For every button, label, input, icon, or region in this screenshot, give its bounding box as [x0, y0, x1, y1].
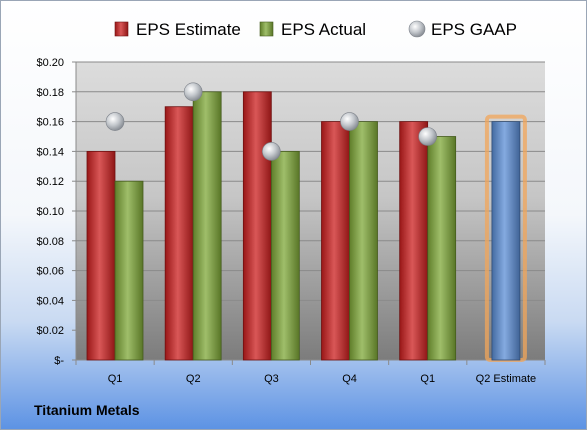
bar-eps-estimate	[242, 91, 272, 361]
y-tick-label: $0.06	[36, 266, 64, 278]
legend-swatch-gaap	[408, 20, 426, 38]
bar-q2-estimate	[491, 121, 521, 361]
y-tick-label: $0.14	[36, 146, 64, 158]
y-tick-label: $0.02	[36, 325, 64, 337]
x-tick-label: Q4	[342, 373, 357, 385]
bar-eps-estimate	[321, 121, 350, 361]
bar-eps-estimate	[164, 106, 194, 361]
company-name: Titanium Metals	[34, 402, 140, 418]
x-tick-label: Q3	[264, 373, 279, 385]
y-tick-label: $0.10	[36, 206, 64, 218]
legend-label: EPS Actual	[281, 20, 366, 39]
bars	[86, 91, 527, 362]
bar-eps-actual	[114, 180, 144, 361]
legend: EPS Estimate EPS Actual EPS GAAP	[114, 20, 517, 39]
legend-swatch	[114, 21, 129, 37]
bar-eps-estimate	[86, 150, 116, 361]
x-tick-label: Q1	[108, 373, 123, 385]
y-tick-label: $0.16	[36, 117, 64, 129]
bar-eps-actual	[427, 136, 457, 361]
y-tick-label: $0.04	[36, 295, 64, 307]
y-tick-label: $-	[54, 355, 64, 367]
bar-eps-estimate	[399, 121, 429, 361]
x-axis: Q1 Q2 Q3 Q4 Q1 Q2 Estimate	[75, 359, 546, 385]
y-tick-label: $0.18	[36, 87, 64, 99]
legend-swatch	[259, 21, 274, 37]
y-tick-label: $0.12	[36, 176, 64, 188]
eps-gaap-marker	[105, 112, 125, 131]
y-tick-label: $0.20	[36, 57, 64, 69]
y-tick-label: $0.08	[36, 236, 64, 248]
gaap-markers	[105, 82, 437, 161]
bar-eps-actual	[192, 91, 222, 361]
eps-gaap-marker	[262, 142, 281, 161]
eps-gaap-marker	[418, 127, 437, 146]
legend-label: EPS Estimate	[136, 20, 241, 39]
x-tick-label: Q1	[420, 373, 435, 385]
bar-eps-actual	[270, 150, 300, 361]
x-tick-label: Q2	[186, 373, 201, 385]
bar-eps-actual	[349, 121, 378, 361]
eps-gaap-marker	[183, 82, 203, 102]
x-tick-label: Q2 Estimate	[476, 373, 537, 385]
y-axis: $0.20 $0.18 $0.16 $0.14 $0.12 $0.10 $0.08 $0.06…	[36, 57, 77, 367]
legend-label: EPS GAAP	[431, 20, 517, 39]
eps-gaap-marker	[340, 112, 359, 131]
